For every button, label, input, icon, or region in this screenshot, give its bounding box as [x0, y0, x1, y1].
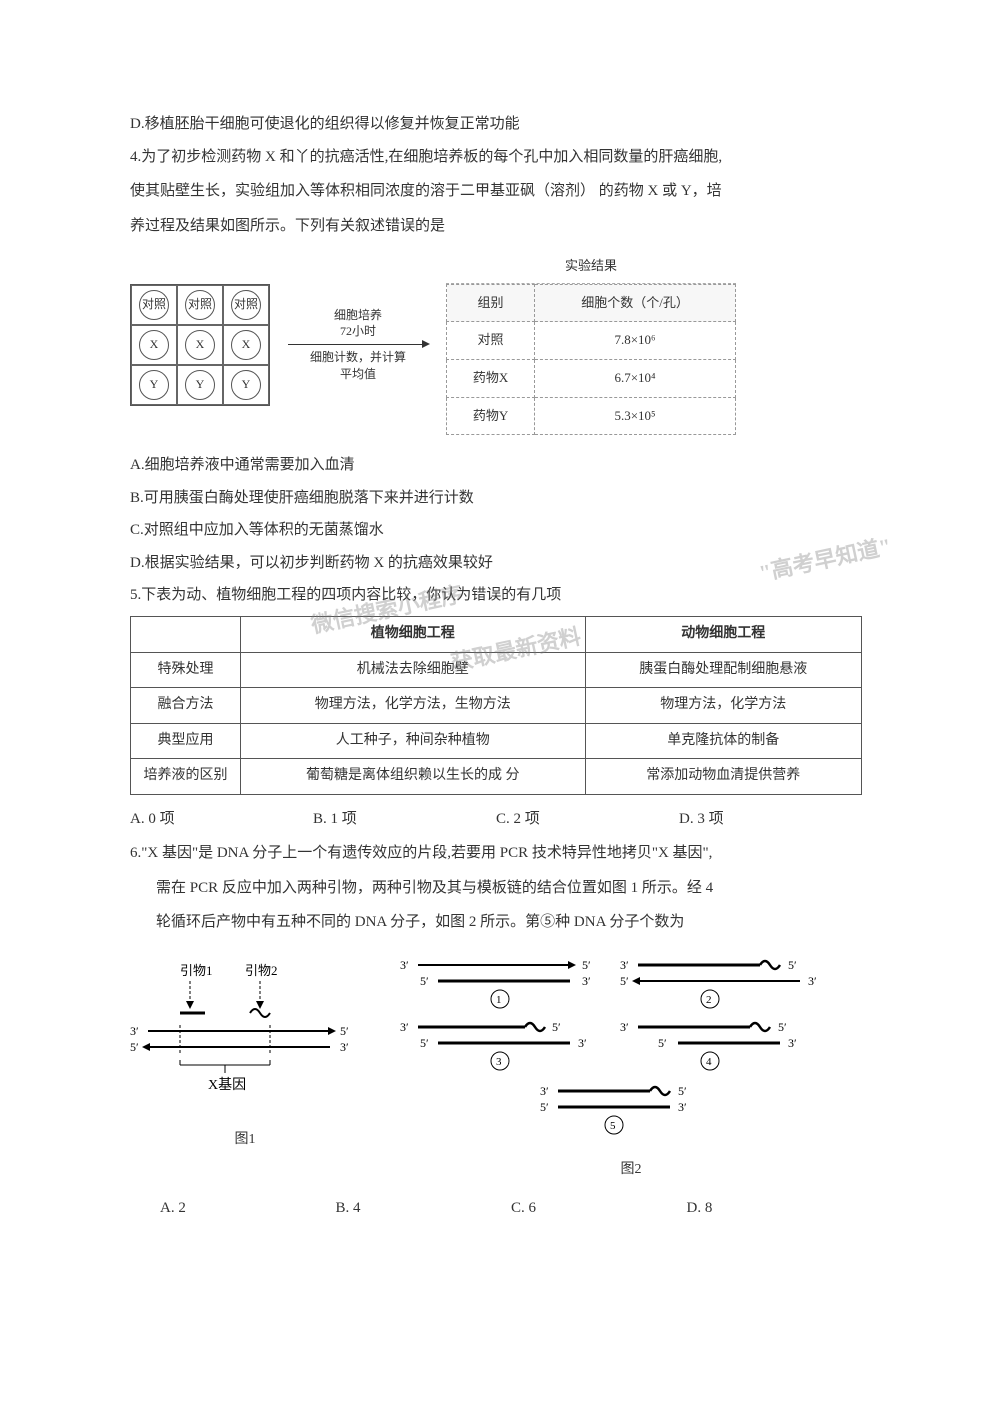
q6-options: A. 2 B. 4 C. 6 D. 8	[130, 1194, 862, 1223]
figure-1: 引物1 引物2 3′ 5′ 5′ 3′	[130, 955, 360, 1154]
table-row: 培养液的区别 葡萄糖是离体组织赖以生长的成 分 常添加动物血清提供营养	[131, 759, 862, 795]
q4-stem-2: 使其贴壁生长，实验组加入等体积相同浓度的溶于二甲基亚砜（溶剂） 的药物 X 或 …	[130, 177, 862, 206]
well: Y	[223, 365, 269, 405]
svg-text:5′: 5′	[582, 958, 591, 972]
q4-option-b: B.可用胰蛋白酶处理使肝癌细胞脱落下来并进行计数	[130, 484, 862, 513]
q3-option-d: D.移植胚胎干细胞可使退化的组织得以修复并恢复正常功能	[130, 110, 862, 139]
arrow-icon	[288, 344, 428, 345]
result-caption: 实验结果	[446, 254, 736, 284]
well: Y	[177, 365, 223, 405]
result-table: 实验结果 组别 细胞个数（个/孔） 对照 7.8×10⁶ 药物X 6.7×10⁴…	[446, 254, 736, 435]
well: X	[223, 325, 269, 365]
cmp-head-blank	[131, 616, 241, 652]
q4-stem-3: 养过程及结果如图所示。下列有关叙述错误的是	[130, 212, 862, 241]
svg-text:3: 3	[496, 1056, 502, 1068]
svg-text:3′: 3′	[400, 1020, 409, 1034]
q4-stem-1: 4.为了初步检测药物 X 和丫的抗癌活性,在细胞培养板的每个孔中加入相同数量的肝…	[130, 143, 862, 172]
q5-stem: 5.下表为动、植物细胞工程的四项内容比较，你认为错误的有几项	[130, 581, 862, 610]
table-row: 药物X 6.7×10⁴	[447, 360, 736, 398]
figure-2: 3′ 5′ 5′ 3′ 1 3′ 5′ 5′ 3′ 2 3′ 5′	[400, 955, 862, 1184]
arrow-top-text: 细胞培养 72小时	[334, 307, 382, 341]
svg-text:3′: 3′	[620, 1020, 629, 1034]
q5-option-a: A. 0 项	[130, 805, 313, 834]
svg-text:3′: 3′	[400, 958, 409, 972]
svg-text:5′: 5′	[778, 1020, 787, 1034]
q6-option-c: C. 6	[511, 1194, 687, 1223]
q6-option-b: B. 4	[336, 1194, 512, 1223]
svg-text:3′: 3′	[620, 958, 629, 972]
svg-text:5′: 5′	[420, 1036, 429, 1050]
result-head-2: 细胞个数（个/孔）	[535, 284, 736, 322]
table-row: 典型应用 人工种子，种间杂种植物 单克隆抗体的制备	[131, 723, 862, 759]
q6-stem-2: 需在 PCR 反应中加入两种引物，两种引物及其与模板链的结合位置如图 1 所示。…	[130, 874, 862, 903]
arrow-box: 细胞培养 72小时 细胞计数，并计算 平均值	[288, 307, 428, 383]
fig2-label: 图2	[400, 1157, 862, 1184]
comparison-table: 植物细胞工程 动物细胞工程 特殊处理 机械法去除细胞壁 胰蛋白酶处理配制细胞悬液…	[130, 616, 862, 795]
culture-plate: 对照 对照 对照 X X X Y Y Y	[130, 284, 270, 406]
table-row: 药物Y 5.3×10⁵	[447, 397, 736, 435]
svg-text:3′: 3′	[808, 974, 817, 988]
well: 对照	[223, 285, 269, 325]
well: 对照	[177, 285, 223, 325]
q5-option-d: D. 3 项	[679, 805, 862, 834]
table-row: 融合方法 物理方法，化学方法，生物方法 物理方法，化学方法	[131, 688, 862, 724]
x-gene-label: X基因	[208, 1076, 246, 1093]
well: 对照	[131, 285, 177, 325]
svg-text:3′: 3′	[578, 1036, 587, 1050]
table-row: 对照 7.8×10⁶	[447, 322, 736, 360]
svg-text:5′: 5′	[788, 958, 797, 972]
svg-text:5: 5	[610, 1120, 616, 1132]
svg-text:5′: 5′	[552, 1020, 561, 1034]
svg-text:3′: 3′	[540, 1084, 549, 1098]
primer2-label: 引物2	[245, 963, 278, 978]
svg-text:3′: 3′	[130, 1024, 139, 1038]
watermark-region: "高考早知道" 微信搜索小程序 获取最新资料 D.根据实验结果，可以初步判断药物…	[130, 549, 862, 795]
q5-option-b: B. 1 项	[313, 805, 496, 834]
primer1-label: 引物1	[180, 963, 213, 978]
svg-text:3′: 3′	[582, 974, 591, 988]
svg-text:5′: 5′	[678, 1084, 687, 1098]
q4-figure: 对照 对照 对照 X X X Y Y Y 细胞培养 72小时 细胞计数，并计算 …	[130, 254, 862, 435]
table-row: 特殊处理 机械法去除细胞壁 胰蛋白酶处理配制细胞悬液	[131, 652, 862, 688]
well: X	[131, 325, 177, 365]
q6-stem-1: 6."X 基因"是 DNA 分子上一个有遗传效应的片段,若要用 PCR 技术特异…	[130, 839, 862, 868]
svg-text:4: 4	[706, 1056, 712, 1068]
svg-text:5′: 5′	[340, 1024, 349, 1038]
q6-option-d: D. 8	[687, 1194, 863, 1223]
q5-options: A. 0 项 B. 1 项 C. 2 项 D. 3 项	[130, 805, 862, 834]
q6-stem-3: 轮循环后产物中有五种不同的 DNA 分子，如图 2 所示。第⑤种 DNA 分子个…	[130, 908, 862, 937]
svg-text:2: 2	[706, 994, 712, 1006]
well: Y	[131, 365, 177, 405]
svg-text:3′: 3′	[340, 1040, 349, 1054]
cmp-head-animal: 动物细胞工程	[585, 616, 862, 652]
fig1-label: 图1	[130, 1127, 360, 1154]
svg-text:5′: 5′	[420, 974, 429, 988]
svg-text:1: 1	[496, 994, 502, 1006]
q4-option-c: C.对照组中应加入等体积的无菌蒸馏水	[130, 516, 862, 545]
q4-option-d: D.根据实验结果，可以初步判断药物 X 的抗癌效果较好	[130, 549, 862, 578]
q6-option-a: A. 2	[160, 1194, 336, 1223]
q5-option-c: C. 2 项	[496, 805, 679, 834]
well: X	[177, 325, 223, 365]
arrow-bottom-text: 细胞计数，并计算 平均值	[310, 349, 406, 383]
svg-text:3′: 3′	[678, 1100, 687, 1114]
cmp-head-plant: 植物细胞工程	[241, 616, 586, 652]
result-head-1: 组别	[447, 284, 535, 322]
svg-text:5′: 5′	[130, 1040, 139, 1054]
svg-text:5′: 5′	[658, 1036, 667, 1050]
svg-text:5′: 5′	[620, 974, 629, 988]
q4-option-a: A.细胞培养液中通常需要加入血清	[130, 451, 862, 480]
svg-text:3′: 3′	[788, 1036, 797, 1050]
svg-text:5′: 5′	[540, 1100, 549, 1114]
q6-figure: 引物1 引物2 3′ 5′ 5′ 3′	[130, 955, 862, 1184]
